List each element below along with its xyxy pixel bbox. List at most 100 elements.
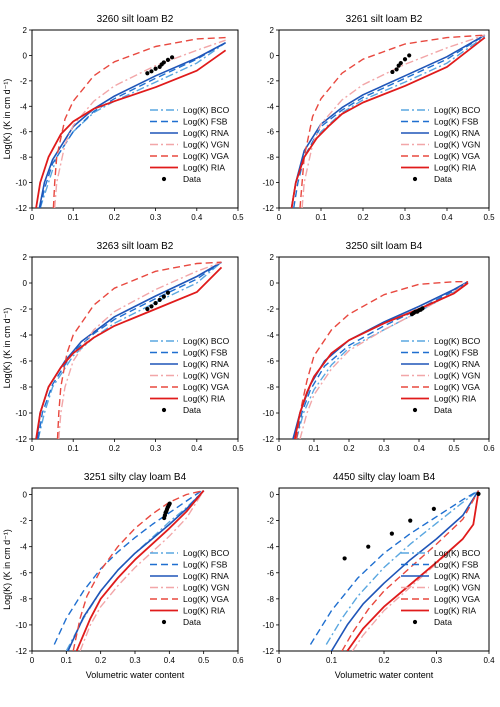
- series-line-fsb: [53, 488, 205, 645]
- data-point: [161, 294, 166, 299]
- legend-marker-data: [161, 176, 167, 182]
- legend-label: Log(K) VGN: [183, 371, 229, 381]
- legend-label: Log(K) RIA: [434, 163, 476, 173]
- legend-label: Log(K) VGA: [183, 382, 229, 392]
- y-tick-label: -12: [262, 435, 274, 444]
- y-tick-label: 0: [270, 491, 275, 500]
- plot-frame: [31, 29, 239, 209]
- legend-marker-data: [412, 407, 418, 413]
- series-line-bco: [39, 42, 227, 208]
- legend-label: Log(K) RNA: [434, 359, 480, 369]
- x-tick-label: 0.6: [483, 444, 495, 453]
- y-tick-label: -12: [15, 647, 27, 656]
- series-line-vga: [56, 261, 222, 439]
- data-point: [169, 55, 175, 60]
- x-tick-label: 0.4: [191, 213, 203, 222]
- chart-panel-4: 3250 silt loam B4 0 0.1 0.2 0.3 0.4 0.5 0.6 -12 -…: [262, 241, 495, 453]
- legend-marker-data: [161, 619, 167, 625]
- y-tick-label: -12: [262, 204, 274, 213]
- legend-label: Log(K) BCO: [183, 336, 230, 346]
- x-tick-label: 0.6: [232, 656, 244, 665]
- series-line-vga: [341, 490, 480, 651]
- legend-label: Log(K) FSB: [434, 117, 479, 127]
- plot-frame: [278, 487, 490, 652]
- series-line-bco: [65, 490, 205, 651]
- legend-label: Log(K) RIA: [183, 394, 225, 404]
- x-tick-label: 0.2: [109, 444, 121, 453]
- y-tick-label: -6: [267, 128, 275, 137]
- y-tick-label: -2: [20, 517, 28, 526]
- legend-label: Log(K) BCO: [434, 105, 481, 115]
- series-line-fsb: [293, 34, 486, 208]
- plot-frame: [31, 256, 239, 440]
- y-tick-label: -8: [20, 153, 28, 162]
- series-line-vgn: [54, 39, 226, 208]
- data-point: [157, 297, 162, 302]
- y-tick-label: -2: [267, 77, 275, 86]
- y-tick-label: -10: [262, 621, 274, 630]
- data-point: [145, 71, 150, 76]
- legend-label: Log(K) FSB: [183, 348, 228, 358]
- y-tick-label: -8: [267, 383, 275, 392]
- y-tick-label: -6: [267, 357, 275, 366]
- x-axis-label: Volumetric water content: [335, 670, 434, 680]
- x-tick-label: 0.5: [232, 213, 244, 222]
- legend-label: Log(K) FSB: [434, 348, 479, 358]
- series-line-vga: [295, 281, 468, 439]
- x-tick-label: 0.3: [129, 656, 141, 665]
- data-point: [431, 506, 436, 511]
- legend-label: Data: [183, 174, 201, 184]
- x-tick-label: 0.1: [68, 213, 80, 222]
- y-tick-label: -6: [267, 569, 275, 578]
- y-tick-label: 2: [270, 253, 275, 262]
- data-point: [165, 57, 171, 62]
- legend-label: Data: [434, 174, 452, 184]
- legend-label: Log(K) VGA: [434, 151, 480, 161]
- x-tick-label: 0.5: [448, 444, 460, 453]
- chart-title: 3250 silt loam B4: [346, 241, 423, 252]
- x-tick-label: 0.4: [483, 656, 495, 665]
- legend-label: Log(K) RIA: [434, 606, 476, 616]
- data-point: [394, 67, 399, 72]
- series-line-vgn: [79, 490, 205, 651]
- series-line-vga: [72, 489, 204, 651]
- legend-label: Log(K) RIA: [434, 394, 476, 404]
- x-tick-label: 0.1: [68, 444, 80, 453]
- series-line-ria: [35, 266, 223, 439]
- series-line-fsb: [37, 261, 222, 439]
- chart-title: 3261 silt loam B2: [346, 14, 423, 25]
- x-tick-label: 0: [277, 213, 282, 222]
- x-tick-label: 0.4: [191, 444, 203, 453]
- y-tick-label: -4: [20, 543, 28, 552]
- y-tick-label: -4: [267, 102, 275, 111]
- legend-label: Log(K) VGN: [434, 140, 480, 150]
- x-tick-label: 0.3: [399, 213, 411, 222]
- legend-label: Log(K) RNA: [183, 359, 229, 369]
- y-tick-label: -6: [20, 569, 28, 578]
- data-point: [153, 66, 158, 71]
- data-point: [165, 290, 171, 295]
- series-line-vga: [52, 36, 226, 208]
- legend-label: Log(K) RNA: [434, 571, 480, 581]
- x-tick-label: 0: [277, 656, 282, 665]
- series-line-fsb: [295, 281, 469, 439]
- x-tick-label: 0: [30, 656, 35, 665]
- legend-marker-data: [412, 176, 418, 182]
- data-point: [342, 556, 347, 561]
- y-axis-label: Log(K) (K in cm d⁻¹): [2, 79, 12, 160]
- data-point: [145, 306, 150, 312]
- x-tick-label: 0.4: [441, 213, 453, 222]
- data-point: [366, 544, 371, 549]
- chart-title: 3260 silt loam B2: [97, 14, 174, 25]
- legend-label: Log(K) RNA: [183, 571, 229, 581]
- legend-label: Log(K) VGA: [183, 151, 229, 161]
- y-tick-label: -6: [20, 128, 28, 137]
- x-tick-label: 0.2: [378, 656, 390, 665]
- series-line-fsb: [309, 489, 479, 645]
- legend-label: Log(K) BCO: [183, 548, 230, 558]
- x-tick-label: 0.2: [109, 213, 121, 222]
- legend-label: Log(K) RNA: [434, 128, 480, 138]
- y-tick-label: -2: [267, 517, 275, 526]
- legend-label: Log(K) VGA: [434, 594, 480, 604]
